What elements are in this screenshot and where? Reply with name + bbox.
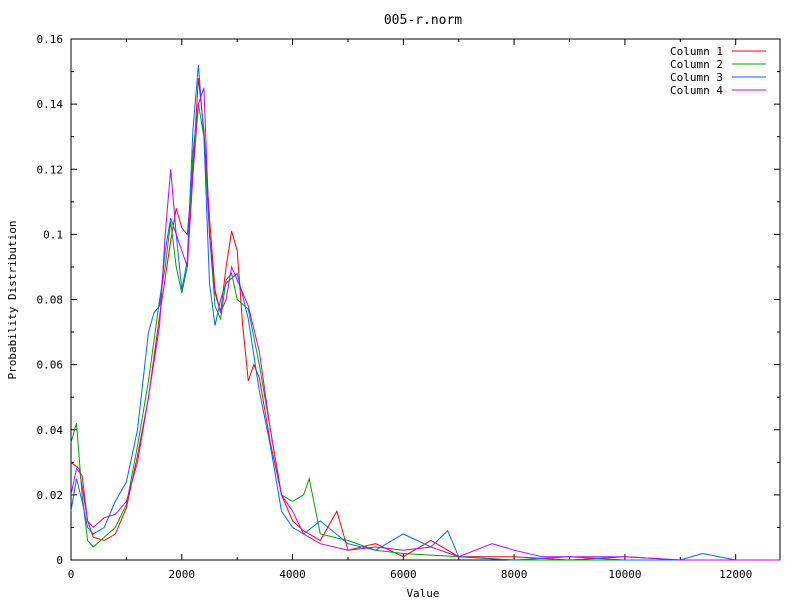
legend-label: Column 3 [670, 71, 723, 84]
chart-title: 005-r.norm [384, 13, 462, 28]
legend-label: Column 1 [670, 45, 723, 58]
series-line-1 [70, 78, 780, 561]
x-axis: 0 2000 4000 6000 8000 10000 12000 [68, 39, 752, 581]
y-tick-label: 0.04 [37, 424, 64, 437]
y-tick-label: 0.14 [37, 98, 64, 111]
y-axis-label: Probability Distribution [6, 221, 19, 380]
y-tick-label: 0 [56, 554, 63, 567]
series-layer [70, 65, 780, 561]
x-tick-label: 6000 [390, 568, 417, 581]
series-line-2 [70, 104, 780, 561]
x-tick-label: 0 [68, 568, 75, 581]
x-tick-label: 12000 [719, 568, 752, 581]
y-tick-label: 0.06 [37, 359, 64, 372]
x-tick-label: 4000 [279, 568, 306, 581]
legend-label: Column 2 [670, 58, 723, 71]
y-axis: 0 0.02 0.04 0.06 0.08 0.1 0.12 0.14 0.16 [37, 33, 780, 567]
x-tick-label: 10000 [608, 568, 641, 581]
y-tick-label: 0.02 [37, 489, 64, 502]
series-line-4 [70, 87, 780, 561]
y-tick-label: 0.12 [37, 163, 64, 176]
y-tick-label: 0.16 [37, 33, 64, 46]
y-tick-label: 0.08 [37, 294, 64, 307]
series-line-3 [70, 65, 780, 561]
plot-frame [70, 38, 781, 561]
legend-label: Column 4 [670, 84, 723, 97]
x-tick-label: 8000 [501, 568, 528, 581]
y-tick-label: 0.1 [43, 228, 63, 241]
x-axis-label: Value [406, 587, 439, 600]
x-tick-label: 2000 [169, 568, 196, 581]
